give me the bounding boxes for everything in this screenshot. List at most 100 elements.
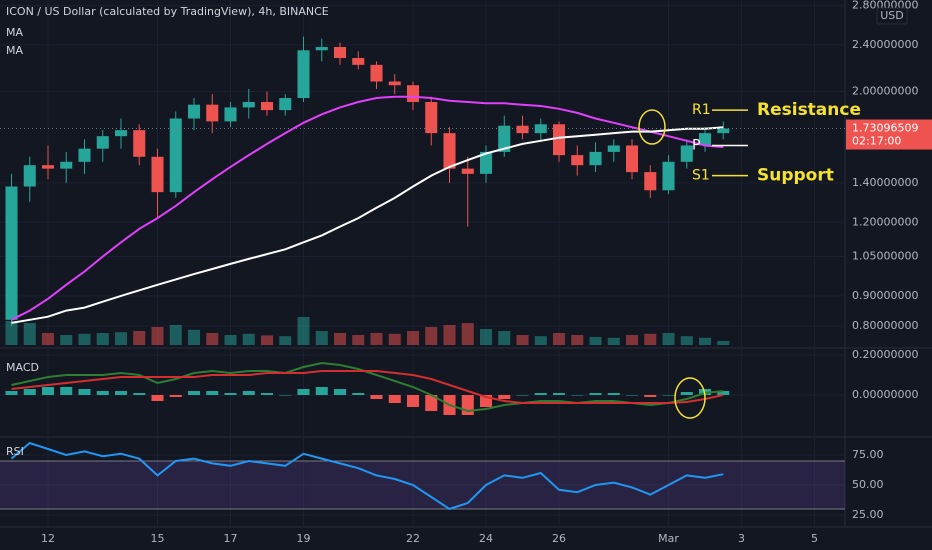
candle-body [315,47,328,51]
candle-body [169,118,182,193]
volume-bar [114,332,128,345]
candle-body [662,161,675,191]
macd-histogram-bar [425,395,438,411]
macd-title: MACD [6,361,39,374]
candle-body [644,172,657,191]
macd-histogram-bar [534,393,547,395]
x-tick-label: 12 [41,532,55,545]
candle-body [406,85,420,102]
candle-body [224,107,237,122]
candle-body [279,98,292,111]
candle-body [388,81,401,86]
last-price-tag [846,119,932,150]
macd-histogram-bar [388,395,401,403]
pivot-note: Resistance [757,100,861,120]
macd-histogram-bar [644,395,657,397]
volume-bar [279,336,292,345]
volume-bar [242,333,255,345]
candle-body [607,145,620,152]
volume-bar [151,327,164,345]
volume-bar [333,333,347,345]
y-tick-label: 2.80000000 [852,0,918,11]
macd-histogram-bar [662,395,675,396]
y-tick-label: 2.40000000 [852,38,918,51]
candle-body [206,104,219,122]
candle-body [297,50,310,99]
candle-body [625,145,639,173]
candle-body [370,64,383,82]
pivot-label: P [692,137,700,153]
macd-histogram-bar [279,395,292,396]
volume-bar [443,325,456,345]
macd-histogram-bar [151,395,164,401]
x-tick-label: 17 [224,532,238,545]
candle-body [333,47,347,59]
y-tick-label: 1.05000000 [852,249,918,262]
candle-body [461,168,474,174]
macd-histogram-bar [133,393,146,395]
candle-body [96,136,109,149]
volume-bar [96,333,109,345]
candle-body [242,101,255,108]
y-tick-label: 0.20000000 [852,348,918,361]
moving-average [11,126,724,324]
x-tick-label: 19 [297,532,311,545]
macd-histogram-bar [717,391,730,395]
candle-body [352,58,365,65]
macd-histogram-bar [260,393,274,395]
candle-body [41,165,55,169]
x-tick-label: 5 [811,532,818,545]
candle-body [698,133,712,146]
volume-bar [425,327,438,345]
volume-bar [644,333,657,345]
volume-bar [625,335,639,345]
macd-histogram-bar [607,393,620,395]
legend-entry: MA [6,44,23,57]
candle-body [78,148,91,162]
rsi-line [10,441,724,511]
currency-box [876,7,908,25]
volume-bar [370,333,383,345]
x-tick-label: 3 [738,532,745,545]
volume-bar [133,331,146,345]
macd-histogram-bar [41,387,55,395]
macd-histogram-bar [406,395,420,407]
rsi-band [0,461,845,510]
candle-body [151,156,164,193]
currency: USD [880,9,904,22]
macd-histogram-bar [516,395,529,396]
candle-body [479,151,493,174]
volume-bar [297,317,310,345]
macd-histogram-bar [242,391,255,395]
candle-body [425,101,438,134]
macd-histogram-bar [224,393,237,395]
candle-body [60,161,73,169]
candle-body [187,104,201,119]
pivot-label: R1 [692,102,711,118]
volume-bar [41,333,55,345]
last-price-label: 1.73096509 [852,122,918,135]
x-tick-label: 22 [406,532,420,545]
volume-bar [589,337,602,345]
volume-bar [534,336,547,345]
candle-body [717,128,730,134]
volume-bar [571,335,584,345]
pivot-label: S1 [692,168,710,184]
volume-bar [552,333,566,345]
volume-bar [187,329,201,345]
volume-bar [315,331,328,345]
candle-body [552,124,566,156]
candle-body [114,130,128,137]
highlight-circle [638,109,666,145]
volume-bar [717,341,730,345]
rsi-title: RSI [6,445,24,458]
candle-body [443,133,456,169]
macd-histogram-bar [78,389,91,395]
x-tick-label: Mar [658,532,679,545]
volume-bar [662,333,675,345]
candle-body [498,125,511,152]
macd-histogram-bar [169,395,182,397]
macd-histogram-bar [297,389,310,395]
candle-body [23,165,36,187]
